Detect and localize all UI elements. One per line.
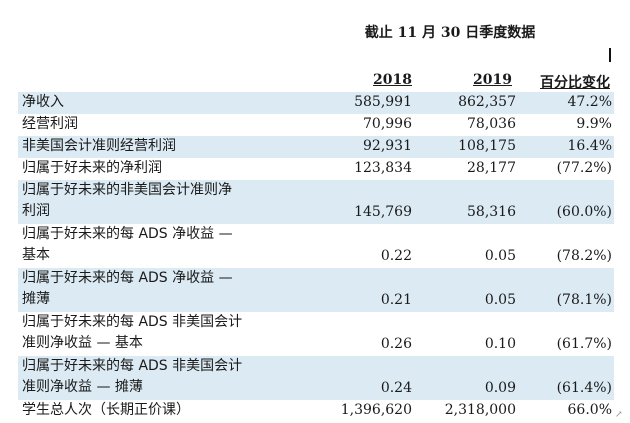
percent-change: 9.9%	[576, 116, 612, 132]
percent-change: 66.0%	[567, 402, 612, 418]
value-2019: 0.05	[484, 248, 516, 264]
row-label: 归属于好未来的每 ADS 净收益 — 基本	[22, 226, 233, 263]
percent-change: 16.4%	[567, 138, 612, 154]
row-label: 非美国会计准则经营利润	[22, 138, 176, 154]
percent-change: (61.4%)	[556, 380, 612, 396]
column-header-2018: 2018	[373, 72, 412, 88]
table-row: 归属于好未来的每 ADS 非美国会计 准则净收益 — 摊薄 0.24 0.09 …	[18, 356, 614, 400]
percent-change: (60.0%)	[556, 204, 612, 220]
column-header-2019: 2019	[473, 72, 512, 88]
value-2019: 0.05	[484, 292, 516, 308]
value-2019: 2,318,000	[444, 402, 516, 418]
value-2018: 0.22	[380, 248, 412, 264]
value-2019: 78,036	[467, 116, 516, 132]
column-header-percent-change: 百分比变化	[540, 75, 610, 91]
value-2018: 585,991	[354, 94, 412, 110]
value-2019: 58,316	[467, 204, 516, 220]
cursor-mark	[609, 48, 611, 62]
row-label: 归属于好未来的每 ADS 非美国会计 准则净收益 — 摊薄	[22, 358, 243, 395]
percent-change: (77.2%)	[556, 160, 612, 176]
table-row: 归属于好未来的非美国会计准则净 利润 145,769 58,316 (60.0%…	[18, 180, 614, 224]
table-row: 非美国会计准则经营利润 92,931 108,175 16.4%	[18, 136, 614, 158]
row-label: 学生总人次（长期正价课）	[22, 402, 190, 418]
value-2018: 0.24	[380, 380, 412, 396]
value-2019: 108,175	[458, 138, 516, 154]
value-2018: 123,834	[354, 160, 412, 176]
table-row: 经营利润 70,996 78,036 9.9%	[18, 114, 614, 136]
table-row: 归属于好未来的每 ADS 净收益 — 摊薄 0.21 0.05 (78.1%)	[18, 268, 614, 312]
row-label: 净收入	[22, 94, 64, 110]
percent-change: (78.1%)	[556, 292, 612, 308]
value-2018: 70,996	[363, 116, 412, 132]
percent-change: 47.2%	[567, 94, 612, 110]
value-2018: 145,769	[354, 204, 412, 220]
percent-change: (61.7%)	[556, 336, 612, 352]
table-row: 归属于好未来的每 ADS 非美国会计 准则净收益 — 基本 0.26 0.10 …	[18, 312, 614, 356]
row-label: 经营利润	[22, 116, 78, 132]
percent-change: (78.2%)	[556, 248, 612, 264]
table-row: 归属于好未来的每 ADS 净收益 — 基本 0.22 0.05 (78.2%)	[18, 224, 614, 268]
corner-mark: ↗	[615, 410, 623, 420]
value-2019: 0.10	[484, 336, 516, 352]
table-row: 净收入 585,991 862,357 47.2%	[18, 92, 614, 114]
row-label: 归属于好未来的每 ADS 非美国会计 准则净收益 — 基本	[22, 314, 243, 351]
value-2018: 1,396,620	[340, 402, 412, 418]
value-2019: 862,357	[458, 94, 516, 110]
row-label: 归属于好未来的每 ADS 净收益 — 摊薄	[22, 270, 233, 307]
financial-table: 净收入 585,991 862,357 47.2% 经营利润 70,996 78…	[18, 92, 614, 422]
value-2018: 0.21	[380, 292, 412, 308]
value-2019: 28,177	[467, 160, 516, 176]
row-label: 归属于好未来的净利润	[22, 160, 162, 176]
value-2018: 92,931	[363, 138, 412, 154]
value-2018: 0.26	[380, 336, 412, 352]
value-2019: 0.09	[484, 380, 516, 396]
table-title: 截止 11 月 30 日季度数据	[364, 25, 536, 41]
row-label: 归属于好未来的非美国会计准则净 利润	[22, 182, 232, 219]
table-row: 学生总人次（长期正价课） 1,396,620 2,318,000 66.0%	[18, 400, 614, 422]
table-row: 归属于好未来的净利润 123,834 28,177 (77.2%)	[18, 158, 614, 180]
